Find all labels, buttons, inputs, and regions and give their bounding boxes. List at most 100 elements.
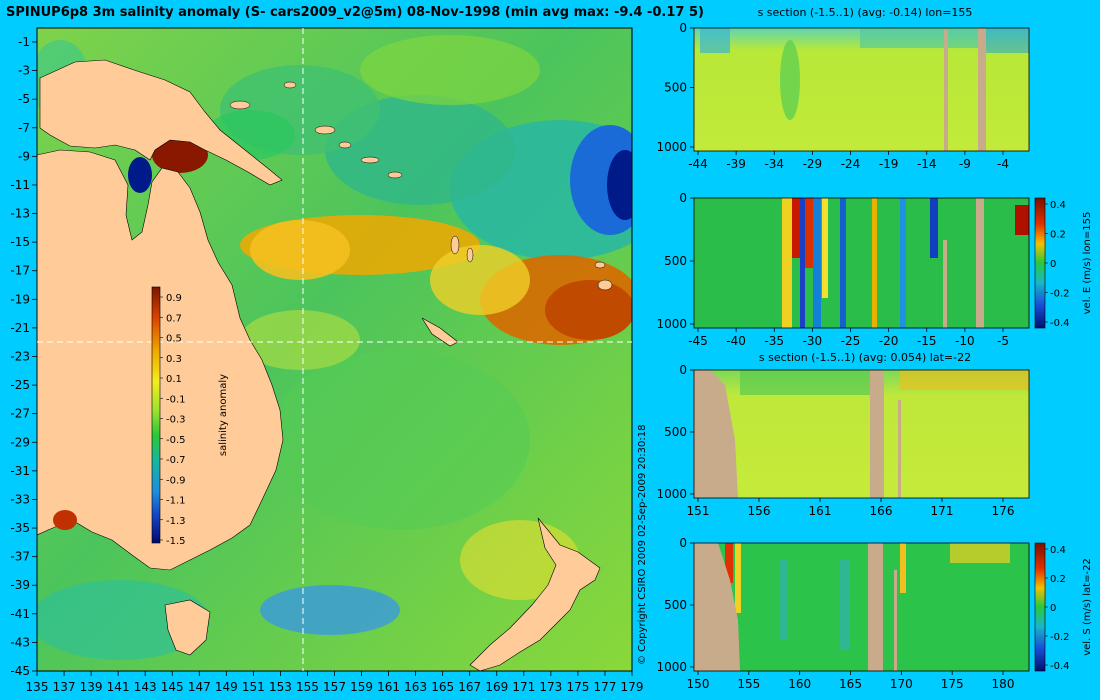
velocity-colorbar-tick-label: 0: [1050, 603, 1056, 614]
section-panels: s section (-1.5..1) (avg: -0.14) lon=155: [656, 6, 1093, 691]
panel-x-tick-label: -14: [917, 157, 937, 171]
lon-tick-label: 157: [323, 680, 346, 694]
lat-tick-label: -29: [10, 435, 30, 449]
salinity-colorbar: 0.9 0.7 0.5 0.3 0.1 -0.1 -0.3 -0.5 -0.7 -0.9 -1.1 -…: [151, 286, 229, 547]
velocity-colorbar-tick-label: -0.4: [1050, 318, 1070, 329]
colorbar-tick-label: 0.5: [166, 334, 182, 345]
panel-x-tick-label: 176: [992, 504, 1015, 518]
lon-tick-label: 161: [377, 680, 400, 694]
colorbar-tick-label: -0.5: [166, 435, 186, 446]
panel-y-tick-label: 1000: [656, 317, 687, 331]
panel-title: s section (-1.5..1) (avg: 0.054) lat=-22: [759, 351, 971, 364]
lat-tick-label: -15: [10, 235, 30, 249]
panel-x-tick-label: -45: [688, 334, 708, 348]
panel-y-tick-label: 0: [679, 363, 687, 377]
panel-side-label: vel. S (m/s) lat=-22: [1082, 558, 1093, 656]
lon-tick-label: 171: [512, 680, 535, 694]
lon-tick-label: 149: [215, 680, 238, 694]
lat-tick-label: -37: [10, 550, 30, 564]
panel-y-tick-label: 1000: [656, 487, 687, 501]
panel-y-tick-label: 0: [679, 191, 687, 205]
lat-tick-label: -5: [18, 92, 30, 106]
panel-x-tick-label: 165: [839, 677, 862, 691]
panel-x-tick-label: 171: [931, 504, 954, 518]
velocity-colorbar-tick-label: 0.4: [1050, 545, 1066, 556]
lon-tick-label: 165: [431, 680, 454, 694]
map-panel: 135 137 139 141 143 145 147 149 151 153 155 157 159 1…: [10, 27, 644, 694]
colorbar-tick-label: 0.7: [166, 313, 182, 324]
lat-tick-label: -21: [10, 321, 30, 335]
panel-y-tick-label: 500: [664, 254, 687, 268]
panel-y-tick-label: 1000: [656, 140, 687, 154]
panel-x-tick-label: -30: [803, 334, 823, 348]
panel-x-tick-label: -24: [841, 157, 861, 171]
colorbar-tick-label: -1.1: [166, 496, 186, 507]
panel-x-tick-label: -39: [726, 157, 746, 171]
lon-tick-label: 179: [621, 680, 644, 694]
lon-tick-label: 141: [107, 680, 130, 694]
map-lat-axis: -1 -3 -5 -7 -9 -11 -13 -15 -17 -19 -21 -23 -25 -27 -29…: [10, 35, 37, 678]
lat-tick-label: -39: [10, 578, 30, 592]
colorbar-tick-label: -0.7: [166, 455, 186, 466]
panel-x-tick-label: 150: [687, 677, 710, 691]
lat-tick-label: -45: [10, 664, 30, 678]
panel-x-tick-label: -10: [955, 334, 975, 348]
colorbar-tick-label: 0.9: [166, 293, 182, 304]
lat-tick-label: -9: [18, 149, 30, 163]
panel-x-tick-label: -4: [997, 157, 1009, 171]
lat-tick-label: -3: [18, 64, 30, 78]
lat-tick-label: -27: [10, 407, 30, 421]
panel-x-tick-label: 175: [941, 677, 964, 691]
panel-x-tick-label: 170: [890, 677, 913, 691]
lon-tick-label: 135: [26, 680, 49, 694]
lon-tick-label: 163: [404, 680, 427, 694]
colorbar-tick-label: -0.1: [166, 394, 186, 405]
panel-x-tick-label: 155: [737, 677, 760, 691]
lon-tick-label: 175: [566, 680, 589, 694]
panel-x-tick-label: -34: [764, 157, 784, 171]
lat-tick-label: -31: [10, 464, 30, 478]
lat-tick-label: -11: [10, 178, 30, 192]
colorbar-tick-label: -1.3: [166, 516, 186, 527]
colorbar-label: salinity anomaly: [218, 374, 229, 456]
colorbar-tick-label: 0.3: [166, 354, 182, 365]
lon-tick-label: 155: [296, 680, 319, 694]
salinity-section-lat: s section (-1.5..1) (avg: 0.054) lat=-22: [693, 351, 1030, 499]
lon-tick-label: 151: [242, 680, 265, 694]
panel-x-tick-label: -40: [726, 334, 746, 348]
lat-tick-label: -43: [10, 635, 30, 649]
lat-tick-label: -23: [10, 350, 30, 364]
panel-x-tick-label: -15: [917, 334, 937, 348]
map-lon-axis: 135 137 139 141 143 145 147 149 151 153 155 157 159 1…: [26, 671, 644, 694]
lat-tick-label: -19: [10, 292, 30, 306]
velocity-colorbar-tick-label: 0: [1050, 259, 1056, 270]
lon-tick-label: 177: [594, 680, 617, 694]
tasmania-land: [164, 599, 211, 656]
velocity-colorbar-tick-label: -0.2: [1050, 289, 1070, 300]
lon-tick-label: 145: [161, 680, 184, 694]
velocity-colorbar-tick-label: -0.4: [1050, 661, 1070, 672]
panel-x-tick-label: -20: [879, 334, 899, 348]
lat-tick-label: -7: [18, 121, 30, 135]
panel-x-tick-label: 180: [992, 677, 1015, 691]
velocity-colorbar-tick-label: 0.2: [1050, 230, 1066, 241]
panel-y-tick-label: 500: [664, 425, 687, 439]
lon-tick-label: 159: [350, 680, 373, 694]
panel-x-tick-label: -35: [764, 334, 784, 348]
lon-tick-label: 147: [188, 680, 211, 694]
lat-tick-label: -25: [10, 378, 30, 392]
lat-tick-label: -17: [10, 264, 30, 278]
lon-tick-label: 153: [269, 680, 292, 694]
panel-x-tick-label: -25: [841, 334, 861, 348]
panel-y-tick-label: 0: [679, 536, 687, 550]
panel-y-tick-label: 1000: [656, 660, 687, 674]
panel-title: s section (-1.5..1) (avg: -0.14) lon=155: [758, 6, 973, 19]
panel-x-tick-label: -29: [803, 157, 823, 171]
panel-x-tick-label: 156: [748, 504, 771, 518]
panel-x-tick-label: -9: [959, 157, 971, 171]
velocity-east-section: 0.4 0.2 0 -0.2 -0.4 vel. E (m/s) lon=155: [693, 197, 1093, 329]
lat-tick-label: -1: [18, 35, 30, 49]
velocity-south-section: 0.4 0.2 0 -0.2 -0.4 vel. S (m/s) lat=-22: [693, 542, 1093, 672]
lon-tick-label: 169: [485, 680, 508, 694]
